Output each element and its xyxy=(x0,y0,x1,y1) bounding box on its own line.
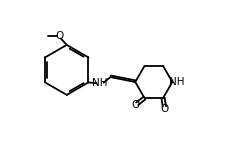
Text: NH: NH xyxy=(169,77,185,87)
Text: O: O xyxy=(131,100,139,110)
Text: NH: NH xyxy=(92,78,108,88)
Text: O: O xyxy=(55,31,64,41)
Text: O: O xyxy=(160,104,169,114)
